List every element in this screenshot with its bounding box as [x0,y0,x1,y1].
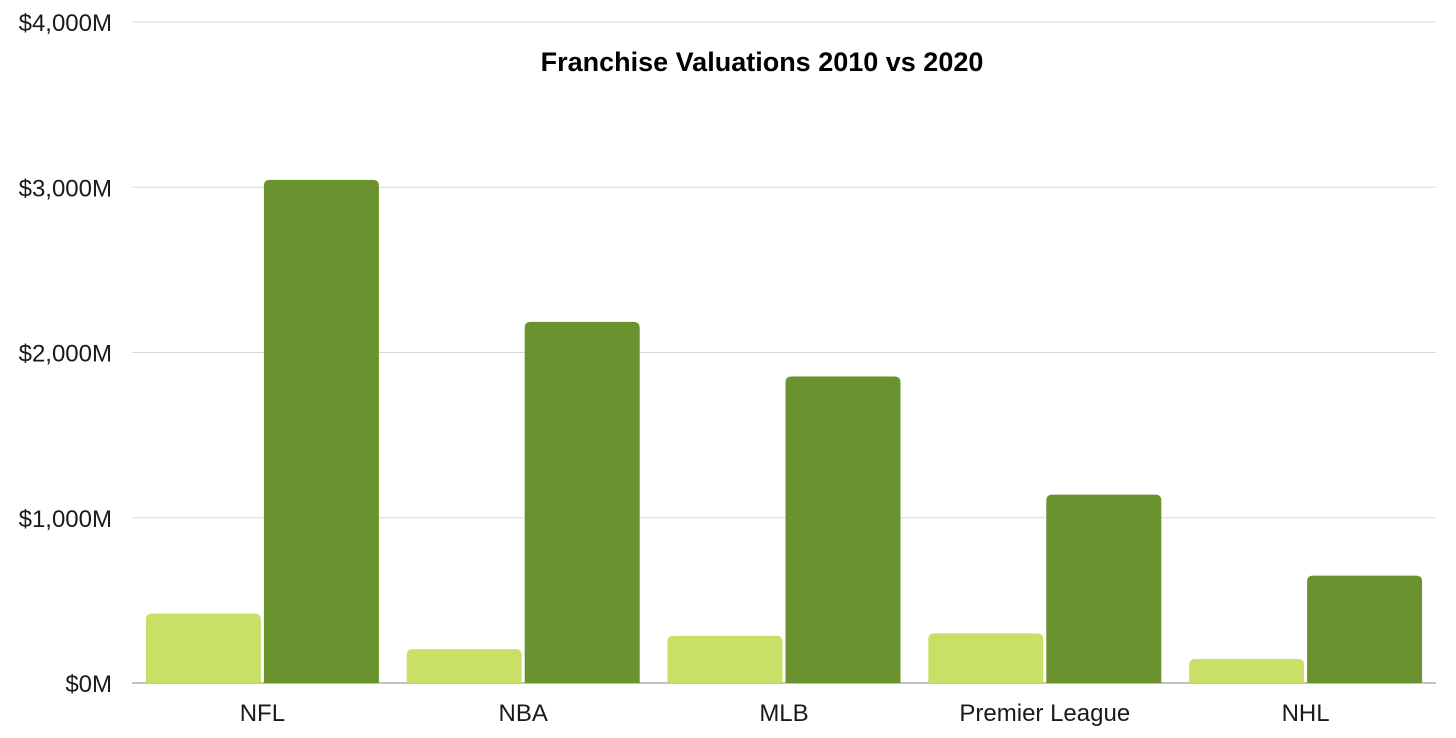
chart-title: Franchise Valuations 2010 vs 2020 [541,47,984,77]
x-category-label: NHL [1282,700,1330,727]
x-axis-categories: NFL NBA MLB Premier League NHL [240,700,1330,727]
bar-nba-2010 [406,649,522,683]
y-tick-label: $3,000M [19,175,112,202]
y-tick-label: $2,000M [19,341,112,368]
bar-nhl-2020 [1307,575,1423,683]
y-tick-label: $1,000M [19,506,112,533]
y-axis-ticks: $0M $1,000M $2,000M $3,000M $4,000M [19,10,112,698]
bar-nhl-2010 [1189,659,1305,683]
x-category-label: Premier League [959,700,1130,727]
bar-premier-league-2010 [928,633,1044,683]
bar-mlb-2020 [785,376,901,683]
x-category-label: NFL [240,700,285,727]
bar-mlb-2010 [667,635,783,683]
x-category-label: MLB [759,700,808,727]
y-tick-label: $4,000M [19,10,112,37]
bar-nba-2020 [524,321,640,683]
bars [145,179,1423,683]
bar-nfl-2020 [263,179,379,683]
bar-premier-league-2020 [1046,494,1162,683]
bar-nfl-2010 [145,613,261,683]
y-tick-label: $0M [65,671,112,698]
x-category-label: NBA [499,700,548,727]
